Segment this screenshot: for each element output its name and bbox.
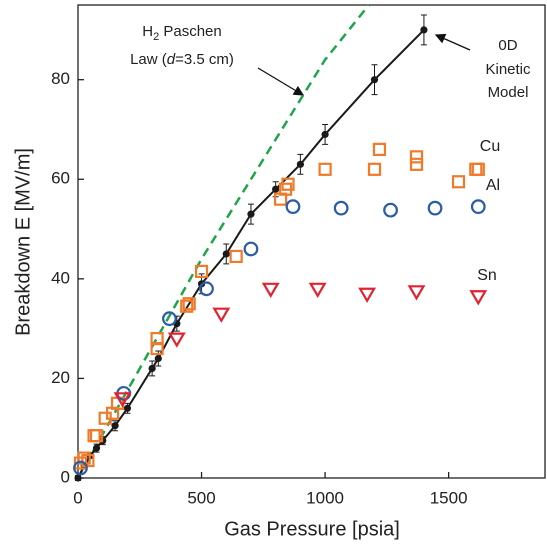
data-point: [321, 130, 329, 139]
data-point: [409, 150, 424, 164]
data-point: [372, 142, 387, 156]
data-point: [81, 453, 95, 468]
y-tick-label: 20: [51, 368, 70, 387]
annotation-text: 2: [153, 31, 159, 43]
x-tick-label: 1500: [430, 488, 468, 507]
data-point: [167, 332, 186, 348]
y-axis-label: Breakdown E [MV/m]: [12, 148, 34, 336]
x-tick-label: 500: [187, 488, 215, 507]
y-tick-label: 0: [61, 467, 70, 486]
data-point: [74, 474, 82, 482]
data-point: [470, 199, 486, 215]
annotation: H2 Paschen: [142, 23, 222, 43]
x-axis-label: Gas Pressure [psia]: [224, 518, 400, 540]
data-point: [150, 331, 164, 346]
data-point: [194, 264, 209, 278]
annotation: Model: [488, 84, 529, 101]
data-point: [367, 162, 382, 176]
data-point: [162, 311, 177, 327]
plot-frame: [77, 4, 546, 479]
data-point: [199, 281, 214, 297]
data-point: [180, 299, 194, 313]
data-line: [76, 4, 370, 479]
data-point: [281, 177, 295, 191]
data-point: [92, 444, 101, 452]
series-label: Al: [486, 177, 500, 194]
data-point: [420, 26, 428, 34]
data-point: [285, 199, 301, 215]
data-point: [409, 157, 424, 171]
x-tick-label: 1000: [306, 488, 344, 507]
x-tick-label: 0: [73, 488, 82, 507]
annotation: Kinetic: [485, 61, 531, 78]
y-tick-label: 60: [51, 169, 70, 188]
series-label: Cu: [480, 138, 500, 155]
data-point: [222, 250, 230, 258]
data-point: [333, 200, 349, 216]
annotation: Law (d=3.5 cm): [130, 51, 234, 68]
data-point: [229, 249, 243, 264]
data-point: [427, 200, 443, 216]
annotation-arrow: [434, 33, 471, 51]
annotation-text: =3.5 cm): [175, 51, 234, 68]
data-point: [296, 160, 304, 168]
data-point: [272, 185, 280, 193]
data-point: [113, 392, 132, 408]
data-point: [383, 202, 398, 218]
annotation-text: Law (: [130, 51, 167, 68]
y-tick-label: 40: [51, 268, 70, 287]
data-point: [182, 297, 196, 311]
annotation-text: d: [167, 51, 176, 68]
data-point: [451, 175, 466, 189]
data-point: [243, 241, 259, 257]
data-point: [318, 162, 332, 176]
data-point: [469, 290, 488, 306]
data-point: [111, 422, 119, 430]
data-point: [261, 282, 280, 298]
data-point: [308, 282, 327, 298]
data-point: [123, 404, 132, 412]
data-point: [370, 76, 379, 84]
data-point: [73, 460, 88, 476]
data-point: [154, 354, 162, 363]
data-point: [407, 285, 426, 301]
annotation-text: H: [142, 23, 153, 40]
data-point: [471, 162, 485, 176]
annotation-text: Paschen: [159, 23, 222, 40]
y-tick-label: 80: [51, 69, 70, 88]
data-point: [89, 429, 104, 443]
data-point: [358, 287, 377, 303]
series-label: Sn: [477, 267, 497, 284]
data-point: [212, 307, 231, 323]
annotation-arrow: [257, 67, 305, 96]
data-point: [247, 210, 255, 218]
data-point: [148, 364, 156, 373]
annotation: 0D: [498, 37, 517, 54]
